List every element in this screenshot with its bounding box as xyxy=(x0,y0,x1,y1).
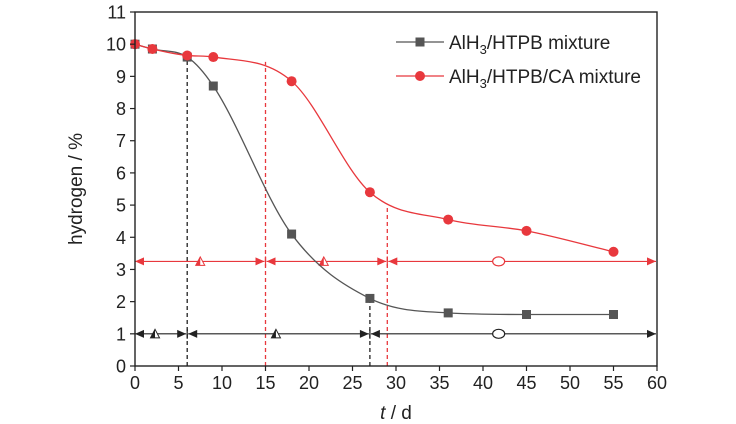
legend-marker xyxy=(415,37,425,47)
plot-frame xyxy=(134,11,658,367)
data-point xyxy=(208,81,218,91)
x-axis-label-unit: / d xyxy=(385,403,411,424)
arrow-head xyxy=(370,329,380,338)
x-axis-label: t / d xyxy=(380,403,412,424)
stage-marker-triangle xyxy=(270,328,282,339)
data-point xyxy=(182,50,193,61)
stage-marker-triangle xyxy=(149,328,161,339)
data-point xyxy=(364,187,375,198)
y-tick-label: 1 xyxy=(116,324,126,344)
arrow-head xyxy=(135,257,144,266)
arrow-head xyxy=(359,329,369,338)
stage-marker-triangle xyxy=(194,255,206,266)
triangle-fill xyxy=(319,256,324,266)
stage-marker-circle xyxy=(492,256,506,267)
x-tick-label: 35 xyxy=(429,373,449,393)
arrow-head xyxy=(188,329,198,338)
arrow-head xyxy=(647,329,656,338)
x-tick-label: 20 xyxy=(299,373,319,393)
x-tick-label: 25 xyxy=(342,373,362,393)
x-tick-label: 10 xyxy=(212,373,232,393)
triangle-fill xyxy=(271,329,276,338)
x-tick-label: 55 xyxy=(603,373,623,393)
x-tick-label: 15 xyxy=(255,373,275,393)
legend-marker xyxy=(415,71,425,81)
x-axis-label-var: t xyxy=(380,403,386,424)
x-axis: 0 5 10 15 20 25 30 35 40 45 50 55 60 xyxy=(130,366,667,393)
series-group xyxy=(130,39,619,320)
arrow-head xyxy=(266,257,276,266)
data-point xyxy=(443,214,454,225)
x-tick-label: 5 xyxy=(173,373,183,393)
data-point xyxy=(608,246,619,257)
y-tick-label: 5 xyxy=(116,196,126,216)
stage-marker-triangle xyxy=(318,255,330,266)
x-tick-label: 50 xyxy=(560,373,580,393)
data-point xyxy=(365,293,375,303)
y-axis: 0 1 2 3 4 5 6 7 8 9 10 11 xyxy=(106,3,135,377)
x-tick-label: 45 xyxy=(516,373,536,393)
triangle-fill xyxy=(150,329,156,338)
data-point xyxy=(287,229,297,239)
arrow-head xyxy=(377,257,387,266)
plot-area xyxy=(130,11,658,367)
series-line xyxy=(134,43,614,253)
legend-label: AlH3/HTPB mixture xyxy=(449,33,610,57)
series-2 xyxy=(130,39,619,257)
y-tick-label: 9 xyxy=(116,67,126,87)
stage-row xyxy=(135,328,656,339)
stage-marker-circle xyxy=(492,328,506,339)
y-axis-label: hydrogen / % xyxy=(66,133,87,245)
legend: AlH3/HTPB mixture AlH3/HTPB/CA mixture xyxy=(396,33,641,91)
data-point xyxy=(443,308,453,318)
triangle-fill xyxy=(195,256,201,266)
y-tick-label: 8 xyxy=(116,99,126,119)
arrow-head xyxy=(647,257,656,266)
x-tick-label: 30 xyxy=(386,373,406,393)
data-point xyxy=(208,52,219,63)
arrow-head xyxy=(177,329,187,338)
stage-rows xyxy=(135,255,656,339)
y-tick-label: 0 xyxy=(116,357,126,377)
y-tick-label: 6 xyxy=(116,163,126,183)
data-point xyxy=(522,310,531,320)
arrow-head xyxy=(255,257,265,266)
x-tick-label: 0 xyxy=(130,373,140,393)
legend-label: AlH3/HTPB/CA mixture xyxy=(449,67,641,91)
data-point xyxy=(147,44,158,55)
data-point xyxy=(521,225,532,236)
legend-item: AlH3/HTPB mixture xyxy=(396,33,610,57)
y-tick-label: 7 xyxy=(116,131,126,151)
arrow-head xyxy=(388,257,398,266)
y-tick-label: 11 xyxy=(107,3,126,23)
y-tick-label: 3 xyxy=(116,260,126,280)
y-tick-label: 4 xyxy=(116,228,126,248)
guide-lines xyxy=(186,57,388,366)
data-point xyxy=(286,76,297,87)
arrow-head xyxy=(135,329,144,338)
y-tick-label: 2 xyxy=(116,292,126,312)
x-tick-label: 60 xyxy=(647,373,667,393)
legend-item: AlH3/HTPB/CA mixture xyxy=(396,67,641,91)
data-point xyxy=(609,310,618,320)
stage-row xyxy=(135,255,656,267)
y-tick-label: 10 xyxy=(106,35,126,55)
x-tick-label: 40 xyxy=(473,373,493,393)
